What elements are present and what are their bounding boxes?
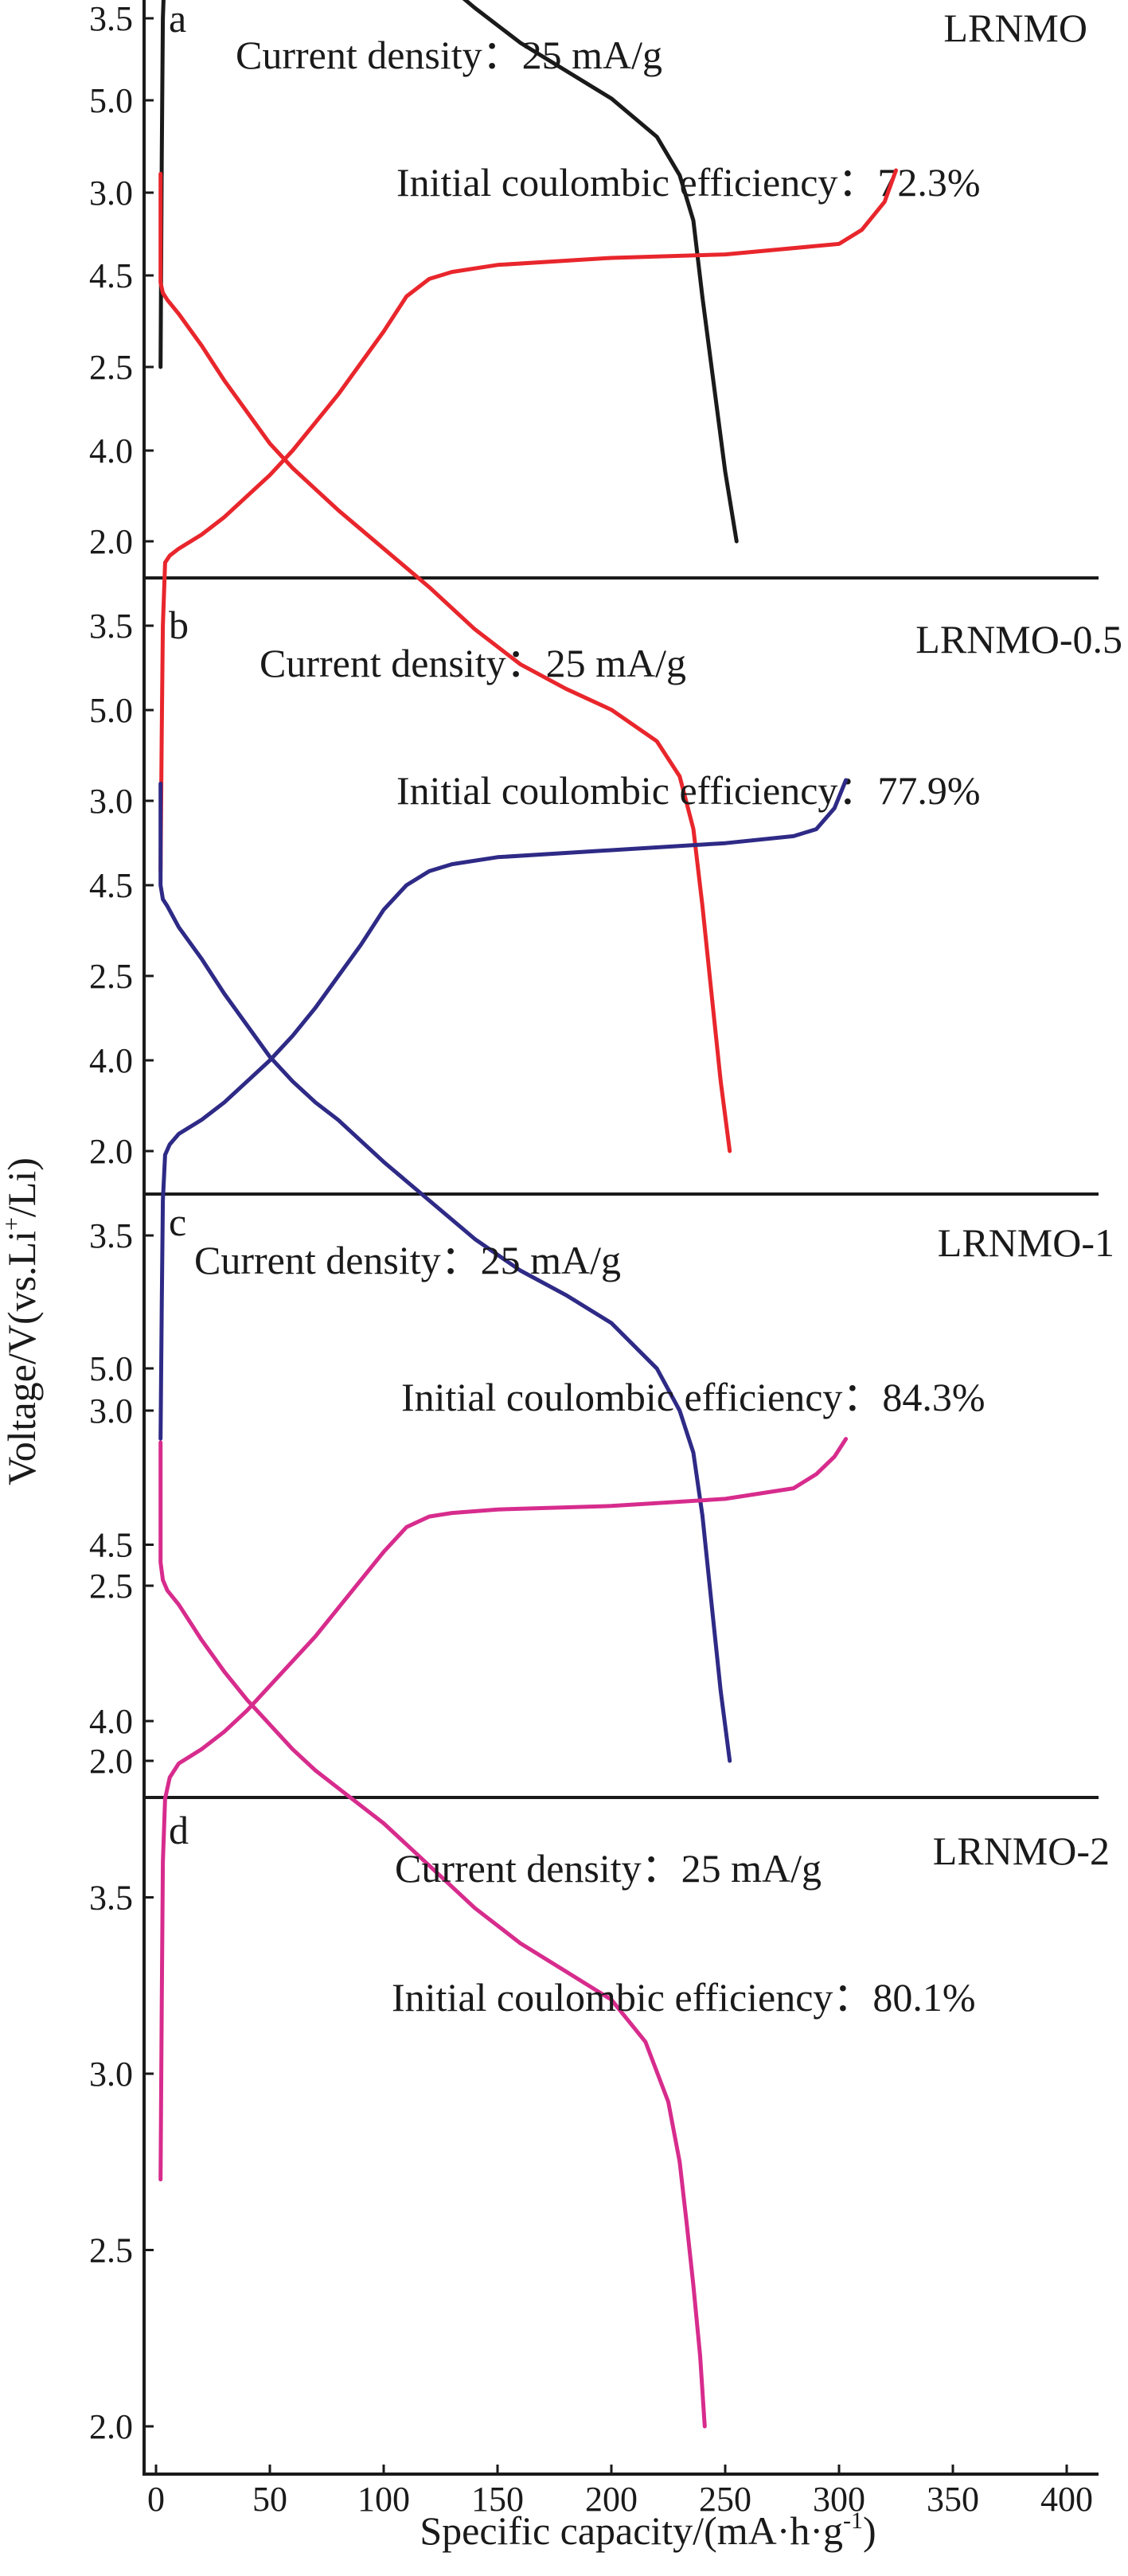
panel-letter: b (169, 603, 189, 647)
discharge-curve (158, 781, 732, 1763)
y-tick-label: 3.5 (89, 1216, 133, 1255)
y-tick-label: 2.5 (89, 1567, 133, 1606)
sample-label: LRNMO (943, 6, 1087, 50)
x-tick-label: 100 (357, 2480, 410, 2519)
y-axis-label: Voltage/V(vs.Li+/Li) (0, 1157, 44, 1485)
panel-letter: d (169, 1808, 189, 1852)
current-density-label: Current density：25 mA/g (194, 1238, 621, 1282)
charge-curve (158, 778, 849, 1441)
y-tick-label: 3.0 (89, 782, 133, 821)
y-tick-label: 4.5 (89, 1526, 133, 1565)
panel-b: 2.0 2.5 3.0 3.5 4.0 4.5 5.0 b Current density：25… (89, 81, 1122, 1196)
y-tick-label: 3.0 (89, 174, 133, 213)
y-tick-label: 3.5 (89, 0, 133, 38)
x-tick-label: 150 (471, 2480, 524, 2519)
discharge-curve (158, 171, 732, 1153)
coulombic-efficiency-label: Initial coulombic efficiency：77.9% (396, 768, 981, 813)
y-tick-label: 2.5 (89, 2231, 133, 2270)
x-tick-label: 400 (1040, 2480, 1093, 2519)
y-tick-label: 4.5 (89, 866, 133, 905)
y-tick-label: 2.5 (89, 957, 133, 996)
y-tick-label: 4.5 (89, 256, 133, 295)
panel-letter: c (169, 1200, 186, 1244)
y-tick-label: 2.0 (89, 522, 133, 561)
y-tick-label: 5.0 (89, 1349, 133, 1388)
y-tick-label: 5.0 (89, 691, 133, 730)
y-tick-label: 2.0 (89, 1132, 133, 1171)
coulombic-efficiency-label: Initial coulombic efficiency：72.3% (396, 160, 981, 205)
y-tick-label: 5.0 (89, 81, 133, 120)
x-tick-label: 200 (585, 2480, 638, 2519)
y-tick-label: 4.0 (89, 431, 133, 470)
discharge-curve (462, 0, 739, 544)
y-tick-label: 2.5 (89, 348, 133, 387)
panels: 2.0 2.5 3.0 3.5 4.0 4.5 5.0 a Current density：25… (89, 0, 1122, 2519)
y-tick-label: 3.5 (89, 1879, 133, 1918)
current-density-label: Current density：25 mA/g (395, 1846, 822, 1891)
y-tick-label: 2.0 (89, 1742, 133, 1781)
panel-letter: a (169, 0, 186, 41)
sample-label: LRNMO-1 (938, 1220, 1114, 1265)
y-tick-label: 4.0 (89, 1041, 133, 1080)
discharge-curve (158, 1440, 707, 2429)
sample-label: LRNMO-2 (933, 1829, 1110, 1873)
current-density-label: Current density：25 mA/g (260, 641, 686, 685)
sample-label: LRNMO-0.5 (915, 617, 1122, 662)
y-tick-label: 3.0 (89, 2055, 133, 2094)
x-axis-label: Specific capacity/(mA·h·g-1) (420, 2508, 876, 2553)
x-tick-label: 350 (927, 2480, 979, 2519)
y-tick-label: 3.0 (89, 1391, 133, 1430)
x-tick-label: 300 (813, 2480, 865, 2519)
panel-a: 2.0 2.5 3.0 3.5 4.0 4.5 5.0 a Current density：25… (89, 0, 1099, 580)
charge-curve (158, 168, 898, 873)
coulombic-efficiency-label: Initial coulombic efficiency：80.1% (392, 1975, 976, 2020)
charge-curve (158, 1437, 849, 2182)
current-density-label: Current density：25 mA/g (236, 33, 662, 77)
x-tick-label: 250 (699, 2480, 751, 2519)
x-tick-label: 50 (252, 2480, 287, 2519)
y-tick-label: 4.0 (89, 1702, 133, 1741)
y-tick-label: 2.0 (89, 2407, 133, 2446)
coulombic-efficiency-label: Initial coulombic efficiency：84.3% (401, 1375, 986, 1419)
x-tick-label: 0 (147, 2480, 165, 2519)
panel-d: 2.0 2.5 3.0 3.5 4.0 4.5 5.0 d Current density：25… (89, 1349, 1110, 2476)
y-tick-label: 3.5 (89, 607, 133, 646)
